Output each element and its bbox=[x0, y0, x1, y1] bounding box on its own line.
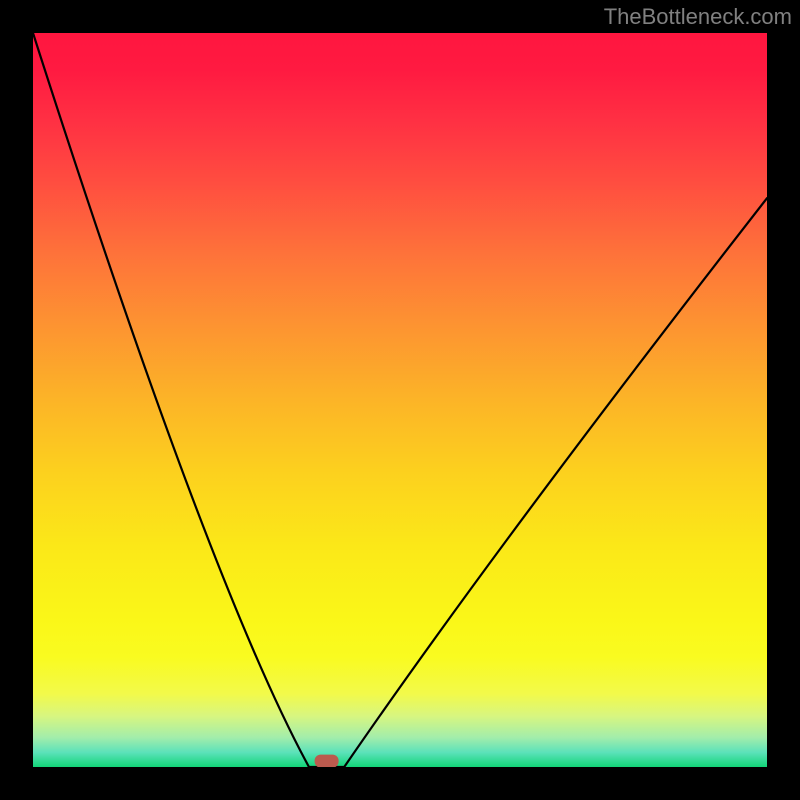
gradient-background bbox=[33, 33, 767, 767]
watermark-text: TheBottleneck.com bbox=[604, 4, 792, 30]
bottleneck-chart bbox=[33, 33, 767, 767]
